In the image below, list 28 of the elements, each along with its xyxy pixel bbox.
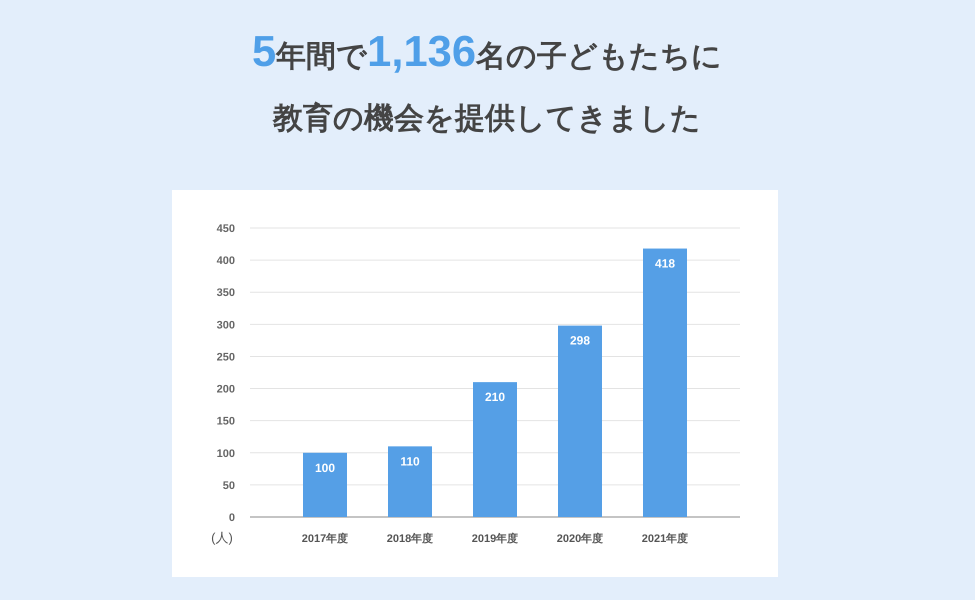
y-tick-label: 450 bbox=[216, 223, 235, 235]
y-tick-label: 300 bbox=[216, 319, 235, 332]
x-tick-label: 2019年度 bbox=[472, 532, 518, 545]
chart-subtitle: 教育の機会を提供してきました bbox=[272, 101, 701, 135]
x-tick-label: 2018年度 bbox=[386, 532, 434, 545]
y-tick-label: 150 bbox=[216, 416, 235, 428]
y-tick-label: 100 bbox=[216, 448, 235, 460]
y-tick-label: 400 bbox=[216, 255, 235, 268]
data-label: 418 bbox=[654, 256, 676, 271]
data-label: 298 bbox=[570, 334, 590, 348]
x-tick-label: 2021年度 bbox=[642, 532, 688, 545]
bar bbox=[643, 248, 687, 517]
y-tick-label: 250 bbox=[216, 351, 235, 364]
bar bbox=[473, 382, 517, 517]
y-tick-label: 50 bbox=[222, 480, 235, 492]
data-label: 100 bbox=[314, 460, 336, 475]
bar bbox=[303, 452, 347, 517]
data-label: 110 bbox=[400, 454, 420, 468]
chart-title: 5年間で1,136名の子どもたちに bbox=[252, 28, 722, 76]
data-label: 210 bbox=[484, 390, 506, 404]
y-tick-label: 200 bbox=[216, 384, 235, 396]
bar bbox=[558, 326, 602, 517]
y-tick-label: 350 bbox=[216, 287, 235, 300]
x-tick-label: 2020年度 bbox=[556, 532, 604, 545]
bar bbox=[388, 446, 432, 517]
y-axis-title: (人) bbox=[211, 530, 233, 545]
y-tick-label: 0 bbox=[228, 512, 235, 524]
x-tick-label: 2017年度 bbox=[302, 532, 348, 545]
